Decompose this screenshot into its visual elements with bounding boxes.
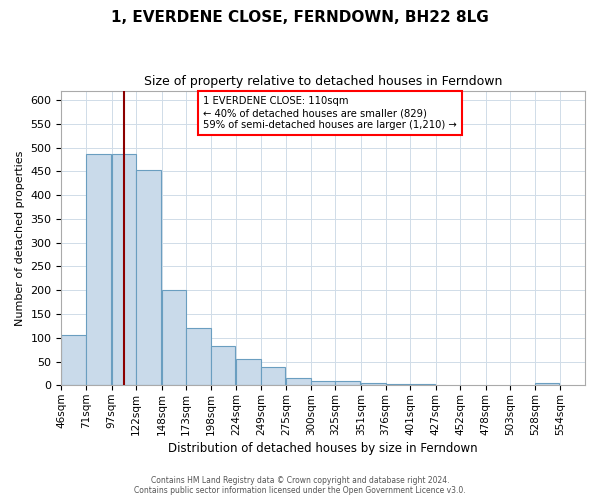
- Bar: [286, 378, 311, 386]
- Bar: [186, 328, 211, 386]
- Bar: [386, 384, 410, 386]
- Text: 1, EVERDENE CLOSE, FERNDOWN, BH22 8LG: 1, EVERDENE CLOSE, FERNDOWN, BH22 8LG: [111, 10, 489, 25]
- Bar: [261, 367, 286, 386]
- Bar: [335, 380, 360, 386]
- Bar: [86, 154, 110, 386]
- Bar: [112, 154, 136, 386]
- Text: 1 EVERDENE CLOSE: 110sqm
← 40% of detached houses are smaller (829)
59% of semi-: 1 EVERDENE CLOSE: 110sqm ← 40% of detach…: [203, 96, 457, 130]
- Bar: [410, 384, 434, 386]
- Bar: [311, 380, 335, 386]
- Bar: [535, 383, 559, 386]
- Title: Size of property relative to detached houses in Ferndown: Size of property relative to detached ho…: [144, 75, 502, 88]
- Bar: [61, 336, 86, 386]
- Bar: [236, 359, 261, 386]
- Bar: [136, 170, 161, 386]
- X-axis label: Distribution of detached houses by size in Ferndown: Distribution of detached houses by size …: [169, 442, 478, 455]
- Bar: [161, 290, 186, 386]
- Bar: [211, 346, 235, 386]
- Y-axis label: Number of detached properties: Number of detached properties: [15, 150, 25, 326]
- Bar: [361, 383, 386, 386]
- Text: Contains HM Land Registry data © Crown copyright and database right 2024.
Contai: Contains HM Land Registry data © Crown c…: [134, 476, 466, 495]
